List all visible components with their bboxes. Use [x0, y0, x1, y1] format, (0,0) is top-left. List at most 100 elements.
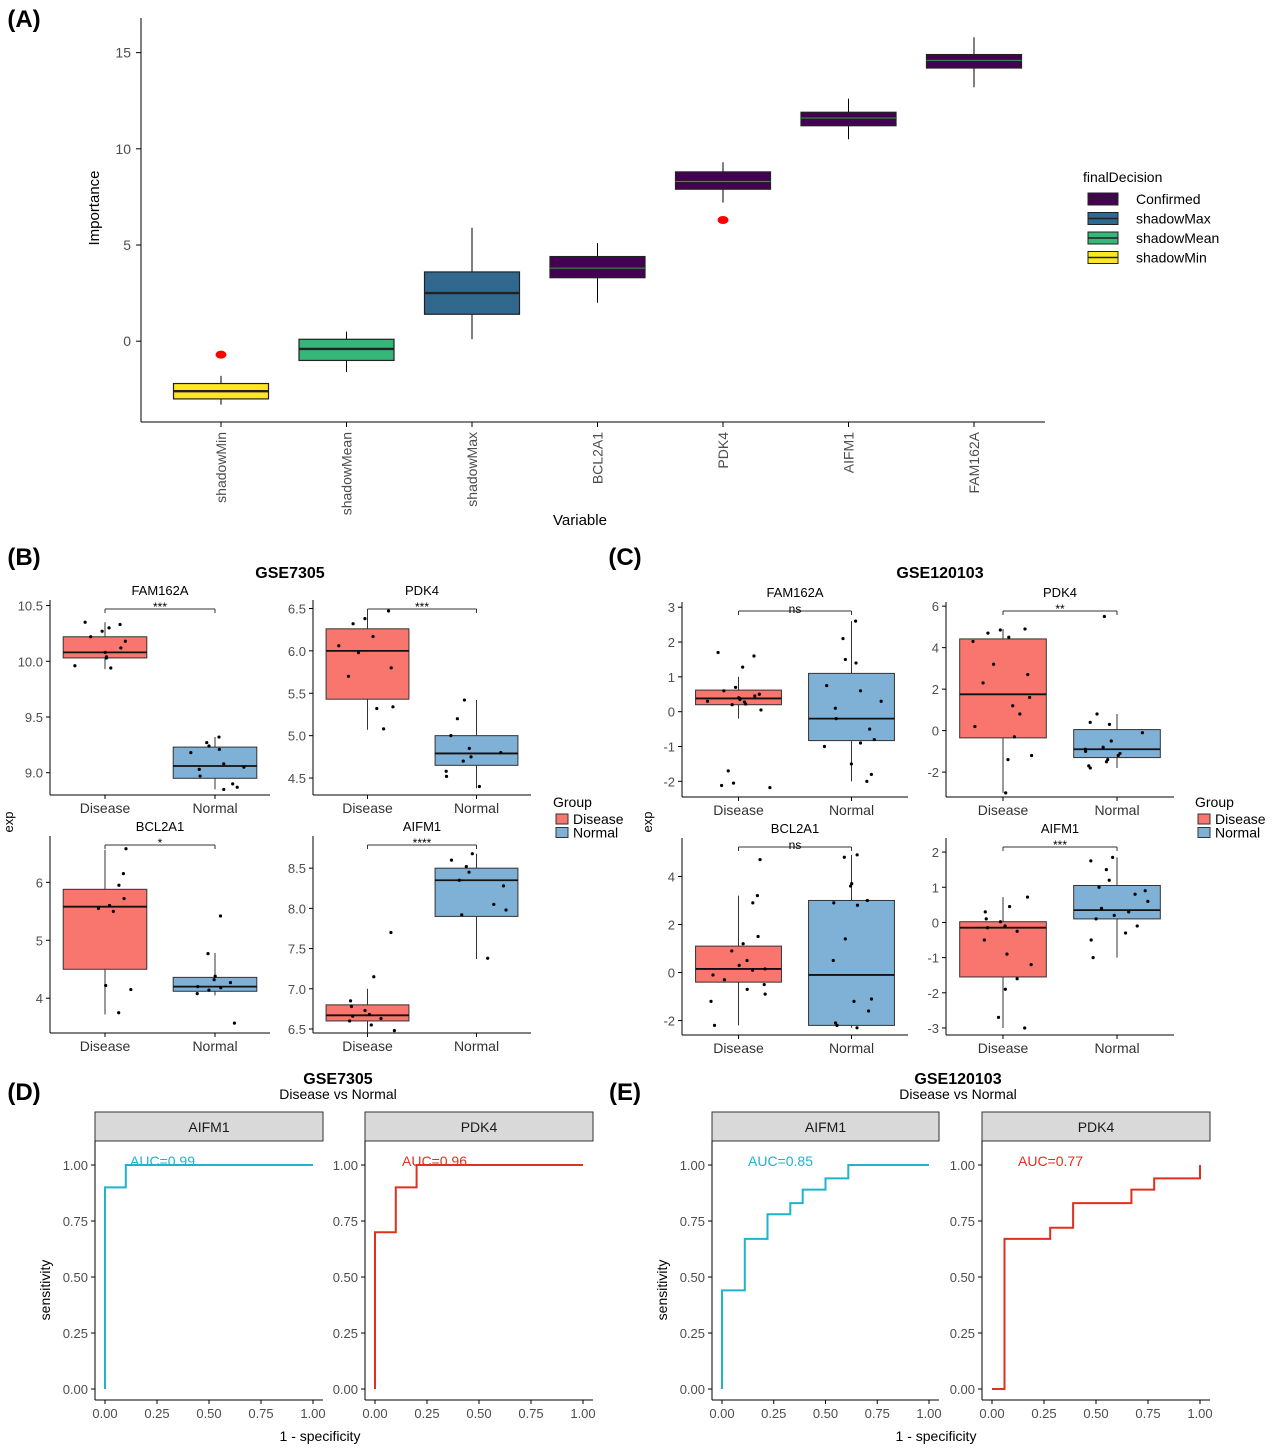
panel-d-x-tick-label: 1.00	[570, 1406, 595, 1421]
panel-c-data-point	[879, 699, 883, 703]
panel-c-data-point	[1112, 913, 1116, 917]
panel-c-data-point	[758, 858, 762, 862]
panel-c-data-point	[832, 901, 836, 905]
panel-c-data-point	[1023, 627, 1027, 631]
panel-b-data-point	[444, 774, 449, 778]
panel-c-sig-label: ns	[789, 602, 802, 616]
panel-c-data-point	[1003, 987, 1007, 991]
panel-b-legend-key	[555, 827, 569, 838]
panel-c-box-BCL2A1-Normal	[808, 899, 895, 1026]
panel-c-data-point	[835, 1023, 839, 1027]
panel-b-data-point	[207, 988, 211, 992]
panel-a-legend-label: shadowMin	[1136, 250, 1207, 266]
panel-b-y-tick-label: 4	[36, 991, 43, 1006]
panel-e-y-tick-label: 0.00	[680, 1382, 705, 1397]
panel-b-data-point	[235, 785, 239, 789]
panel-c-data-point	[1015, 977, 1019, 981]
panel-d-x-tick-label: 0.25	[414, 1406, 439, 1421]
panel-b-data-point	[464, 864, 468, 869]
panel-c-data-point	[1107, 878, 1111, 882]
panel-e-x-tick-label: 1.00	[916, 1406, 941, 1421]
panel-b-x-tick-label: Normal	[454, 800, 499, 816]
panel-b-data-point	[205, 741, 209, 745]
panel-a-y-tick-label: 5	[123, 237, 131, 253]
panel-b-data-point	[392, 1028, 396, 1033]
panel-d-x-tick-label: 0.00	[362, 1406, 387, 1421]
panel-b-data-point	[379, 1016, 383, 1021]
panel-c-data-point	[833, 706, 837, 710]
panel-b-data-point	[124, 847, 128, 851]
panel-b-data-point	[462, 698, 467, 702]
panel-c-sig-label: **	[1055, 602, 1065, 616]
panel-d-x-tick-label: 0.75	[518, 1406, 543, 1421]
panel-c-data-point	[1029, 963, 1033, 967]
panel-b-box-PDK4-Disease	[325, 628, 410, 700]
panel-e-y-tick-label: 0.50	[950, 1270, 975, 1285]
panel-c-data-point	[854, 619, 858, 623]
panel-b-y-tick-label: 9.5	[25, 710, 43, 725]
panel-c-data-point	[1104, 868, 1108, 872]
panel-c-data-point	[1012, 735, 1016, 739]
panel-b-data-point	[219, 986, 223, 990]
panel-c-x-tick-label: Normal	[1094, 1040, 1139, 1056]
panel-c-data-point	[843, 657, 847, 662]
panel-c-data-point	[762, 982, 766, 987]
panel-b-box-BCL2A1-Disease	[62, 888, 148, 970]
panel-e-facet-strip	[711, 1111, 940, 1142]
panel-b-data-point	[231, 782, 235, 786]
panel-c-facet-title: PDK4	[1043, 585, 1077, 600]
panel-b-box-PDK4-Normal	[434, 735, 519, 766]
panel-c-data-point	[1007, 904, 1012, 909]
panel-b-data-point	[499, 751, 503, 755]
panel-c-y-tick-label: 0	[668, 966, 675, 981]
panel-b-y-tick-label: 5	[36, 933, 43, 948]
panel-b-data-point	[73, 664, 77, 668]
panel-c-data-point	[1006, 758, 1010, 762]
panel-b-x-tick-label: Disease	[80, 800, 131, 816]
panel-c-data-point	[1118, 751, 1122, 756]
panel-b-data-point	[449, 734, 453, 738]
panel-d-auc-label: AUC=0.99	[130, 1153, 195, 1169]
panel-c-data-point	[985, 926, 990, 930]
panel-b-data-point	[206, 952, 210, 956]
panel-a-x-tick-label: FAM162A	[966, 431, 982, 493]
panel-c-y-tick-label: -1	[663, 740, 675, 755]
panel-c-data-point	[1029, 753, 1034, 758]
panel-c-data-point	[1025, 895, 1030, 899]
panel-c-data-point	[843, 937, 847, 941]
panel-c-data-point	[865, 898, 869, 903]
panel-b-data-point	[104, 983, 108, 988]
panel-e-subtitle: Disease vs Normal	[899, 1086, 1016, 1102]
panel-c-data-point	[1102, 614, 1106, 619]
panel-c-y-tick-label: 6	[932, 599, 939, 614]
panel-b-sig-label: ****	[413, 836, 432, 850]
panel-c-data-point	[1088, 766, 1092, 770]
panel-c-data-point	[738, 697, 742, 702]
panel-c-data-point	[745, 987, 749, 991]
panel-b-y-tick-label: 5.0	[288, 729, 306, 744]
panel-b-data-point	[122, 896, 126, 901]
panel-c-data-point	[726, 769, 730, 773]
panel-e-y-tick-label: 0.50	[680, 1270, 705, 1285]
panel-c-data-point	[1097, 885, 1101, 889]
panel-c-y-tick-label: 2	[932, 845, 939, 860]
panel-c-data-point	[1094, 917, 1098, 921]
panel-c-data-point	[1143, 889, 1147, 893]
panel-e-y-tick-label: 0.25	[950, 1326, 975, 1341]
panel-c-box-FAM162A-Normal	[808, 672, 895, 742]
panel-b-x-tick-label: Normal	[454, 1038, 499, 1054]
panel-c-data-point	[1005, 952, 1009, 956]
panel-c-x-tick-label: Disease	[713, 1040, 764, 1056]
panel-e-x-tick-label: 0.25	[761, 1406, 786, 1421]
panel-d-x-tick-label: 0.50	[466, 1406, 491, 1421]
panel-c-y-tick-label: -2	[927, 986, 939, 1001]
panel-c-data-point	[973, 724, 977, 729]
panel-c-data-point	[712, 1023, 717, 1027]
panel-b-data-point	[217, 747, 221, 751]
panel-e-auc-label: AUC=0.85	[748, 1153, 813, 1169]
panel-b-data-point	[197, 767, 201, 771]
panel-b-x-tick-label: Disease	[342, 800, 393, 816]
panel-b-sig-label: *	[158, 836, 163, 850]
panel-a-x-axis-title: Variable	[553, 512, 607, 529]
panel-c-data-point	[986, 631, 990, 635]
